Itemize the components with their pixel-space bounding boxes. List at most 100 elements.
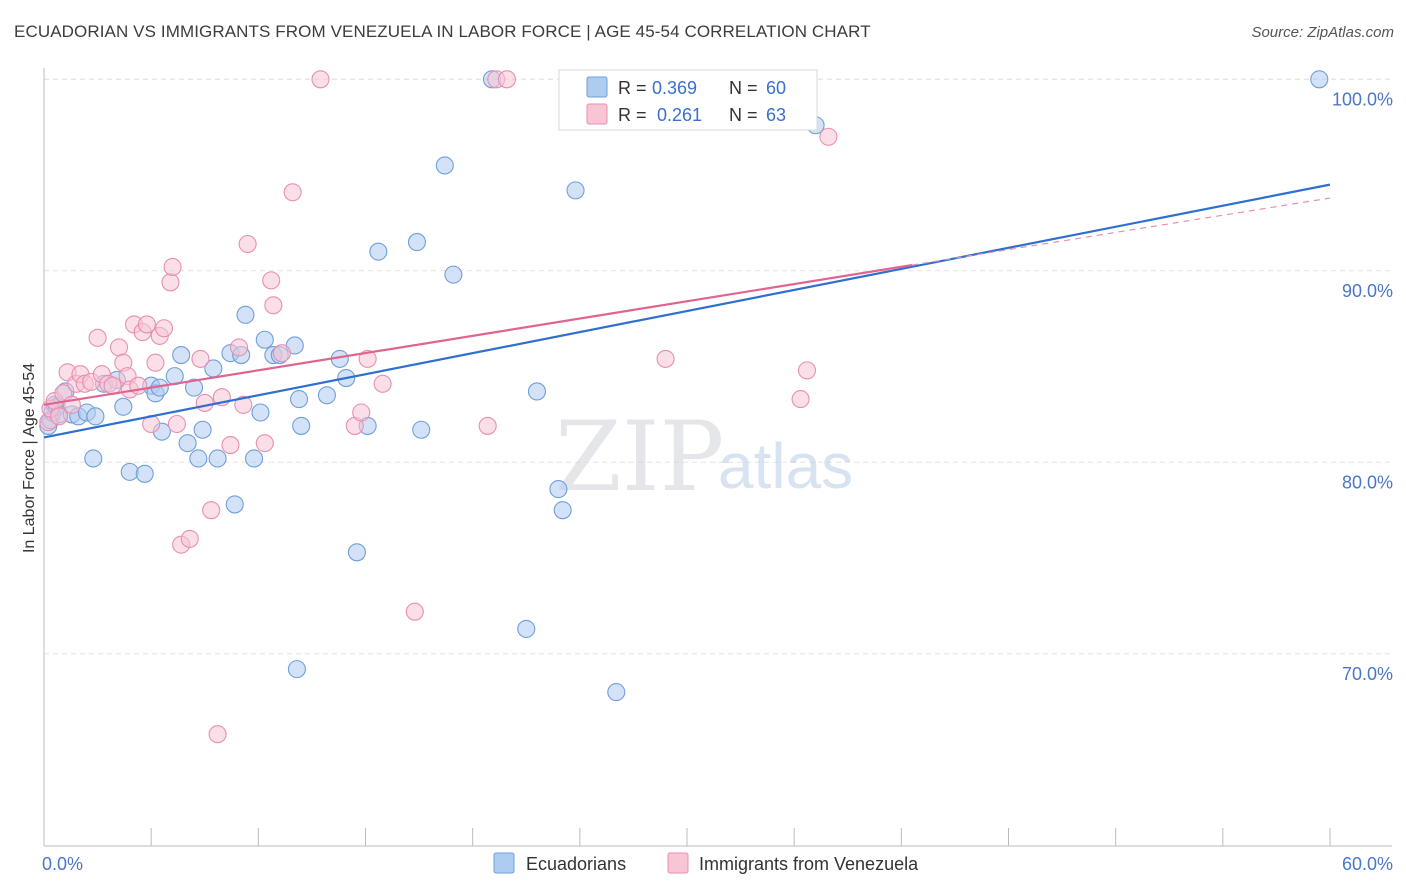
point-ecuadorians [251, 403, 270, 422]
point-venezuela [195, 393, 214, 412]
legend-n-value-1: 63 [766, 105, 786, 125]
point-ecuadorians [172, 346, 191, 365]
point-ecuadorians [236, 305, 255, 324]
point-ecuadorians [287, 660, 306, 679]
point-venezuela [478, 416, 497, 435]
x-tick-label: 60.0% [1342, 854, 1393, 874]
trend-line-ecuadorians [43, 183, 1331, 439]
scatter-points [39, 70, 1329, 744]
point-venezuela [167, 414, 186, 434]
point-venezuela [373, 374, 392, 393]
point-venezuela [163, 257, 182, 277]
point-ecuadorians [553, 501, 572, 520]
point-venezuela [311, 70, 330, 89]
point-ecuadorians [527, 382, 547, 401]
watermark-atlas: atlas [718, 430, 853, 502]
point-ecuadorians [517, 619, 536, 638]
point-venezuela [146, 353, 165, 372]
legend-n-label-1: N = [729, 105, 758, 125]
point-venezuela [405, 602, 424, 621]
point-ecuadorians [412, 420, 431, 439]
x-tick-labels: 0.0% 60.0% [42, 854, 1393, 874]
point-venezuela [255, 434, 274, 453]
y-tick-label: 100.0% [1332, 89, 1393, 109]
y-tick-label: 90.0% [1342, 281, 1393, 301]
point-venezuela [137, 315, 156, 334]
point-venezuela [208, 725, 227, 744]
point-ecuadorians [347, 543, 366, 562]
point-ecuadorians [86, 407, 105, 426]
point-venezuela [656, 349, 675, 368]
point-ecuadorians [435, 156, 454, 175]
point-venezuela [238, 234, 257, 254]
point-ecuadorians [120, 462, 139, 481]
point-venezuela [791, 390, 810, 409]
point-venezuela [272, 344, 291, 363]
point-ecuadorians [566, 181, 585, 200]
point-ecuadorians [208, 449, 227, 468]
point-ecuadorians [244, 449, 264, 468]
legend-n-label-0: N = [729, 78, 758, 98]
point-ecuadorians [184, 378, 204, 397]
point-ecuadorians [549, 480, 568, 499]
point-ecuadorians [114, 397, 133, 416]
point-venezuela [497, 70, 517, 89]
point-ecuadorians [1310, 70, 1329, 89]
point-venezuela [229, 338, 249, 357]
trend-line-venezuela-extension [911, 197, 1331, 266]
point-venezuela [797, 361, 817, 380]
legend-r-label-0: R = [618, 78, 647, 98]
series-legend-label-ecuadorians: Ecuadorians [526, 854, 626, 874]
y-axis-title: In Labor Force | Age 45-54 [21, 363, 38, 553]
point-venezuela [161, 273, 180, 292]
point-venezuela [234, 395, 253, 414]
y-tick-labels: 70.0% 80.0% 90.0% 100.0% [1332, 89, 1393, 684]
point-ecuadorians [189, 449, 208, 468]
series-legend-swatch-ecuadorians [493, 852, 515, 874]
series-legend-label-venezuela: Immigrants from Venezuela [699, 854, 919, 874]
series-legend-swatch-venezuela [667, 852, 689, 874]
point-venezuela [180, 529, 199, 548]
x-tick-label: 0.0% [42, 854, 83, 874]
point-venezuela [154, 319, 174, 338]
y-tick-label: 70.0% [1342, 664, 1393, 684]
legend-r-value-0: 0.369 [652, 78, 697, 98]
legend-swatch-venezuela [586, 103, 608, 125]
point-venezuela [264, 296, 283, 315]
chart-title: ECUADORIAN VS IMMIGRANTS FROM VENEZUELA … [14, 22, 871, 41]
point-venezuela [352, 403, 371, 422]
watermark: ZIP atlas [555, 401, 853, 513]
y-tick-label: 80.0% [1342, 472, 1393, 492]
watermark-zip: ZIP [555, 401, 724, 513]
point-venezuela [202, 501, 221, 520]
point-venezuela [191, 349, 210, 368]
point-ecuadorians [225, 495, 244, 514]
point-ecuadorians [607, 683, 626, 702]
chart-source: Source: ZipAtlas.com [1251, 24, 1394, 41]
point-ecuadorians [135, 464, 154, 483]
point-venezuela [221, 436, 240, 455]
legend-r-value-1: 0.261 [657, 105, 702, 125]
point-venezuela [283, 183, 302, 202]
point-ecuadorians [290, 390, 309, 409]
point-venezuela [88, 328, 107, 347]
point-ecuadorians [193, 420, 212, 439]
point-venezuela [103, 376, 122, 395]
point-venezuela [109, 338, 129, 357]
point-ecuadorians [255, 330, 274, 349]
trend-line-venezuela [43, 263, 913, 406]
point-venezuela [358, 349, 377, 368]
point-ecuadorians [317, 386, 336, 405]
point-venezuela [262, 271, 281, 290]
trend-lines [43, 183, 1331, 439]
point-ecuadorians [444, 265, 463, 284]
point-ecuadorians [84, 449, 103, 468]
series-legend: Ecuadorians Immigrants from Venezuela [493, 852, 919, 874]
legend-swatch-ecuadorians [586, 76, 608, 98]
point-venezuela [49, 407, 69, 426]
point-ecuadorians [178, 434, 197, 453]
point-ecuadorians [292, 416, 311, 435]
correlation-legend: R = 0.369 N = 60 R = 0.261 N = 63 [558, 69, 818, 131]
legend-n-value-0: 60 [766, 78, 786, 98]
